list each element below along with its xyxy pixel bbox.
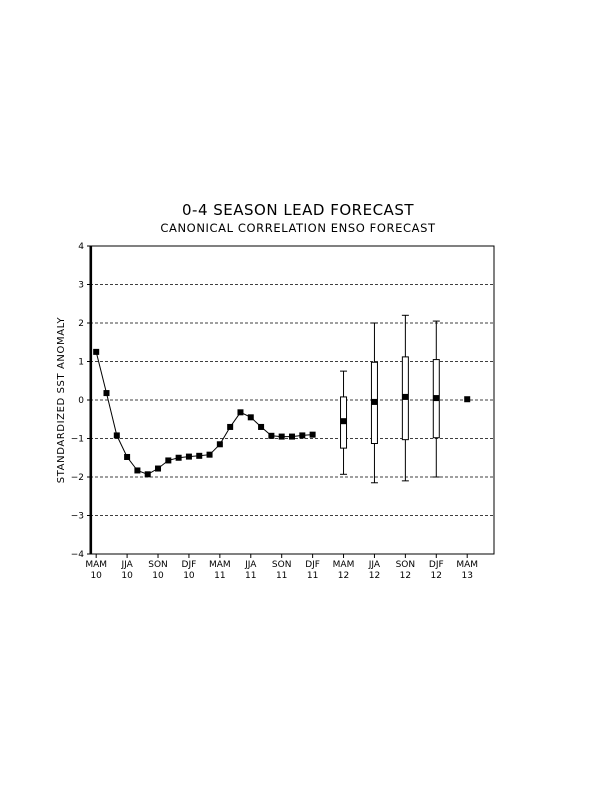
observed-point xyxy=(237,409,244,416)
forecast-median-marker xyxy=(464,396,471,403)
observed-point xyxy=(299,432,306,439)
x-tick-season-label: SON xyxy=(148,560,168,570)
observed-point xyxy=(175,454,182,461)
x-tick-season-label: JJA xyxy=(244,560,257,570)
x-tick-season-label: SON xyxy=(396,560,416,570)
x-tick-year-label: 10 xyxy=(183,571,195,581)
y-tick-label: −3 xyxy=(71,512,84,522)
observed-point xyxy=(309,431,316,438)
y-tick-label: 3 xyxy=(78,281,84,291)
x-tick-season-label: DJF xyxy=(182,560,197,570)
y-tick-label: 1 xyxy=(78,358,84,368)
x-tick-season-label: DJF xyxy=(429,560,444,570)
x-tick-year-label: 12 xyxy=(400,571,411,581)
y-tick-label: −1 xyxy=(71,435,84,445)
observed-point xyxy=(206,451,213,458)
observed-point xyxy=(155,465,162,472)
observed-point xyxy=(258,423,265,430)
y-tick-label: 2 xyxy=(78,319,84,329)
x-tick-season-label: MAM xyxy=(456,560,478,570)
x-tick-year-label: 11 xyxy=(214,571,225,581)
x-tick-year-label: 11 xyxy=(276,571,287,581)
forecast-median-marker xyxy=(433,395,440,402)
x-tick-season-label: JJA xyxy=(368,560,381,570)
x-tick-season-label: MAM xyxy=(333,560,355,570)
observed-point xyxy=(278,433,285,440)
x-tick-year-label: 12 xyxy=(338,571,349,581)
y-tick-label: −4 xyxy=(71,550,85,560)
x-tick-season-label: MAM xyxy=(209,560,231,570)
observed-point xyxy=(124,453,131,460)
x-tick-year-label: 11 xyxy=(307,571,318,581)
chart-subtitle: CANONICAL CORRELATION ENSO FORECAST xyxy=(160,221,436,235)
x-axis-ticks: MAM10JJA10SON10DJF10MAM11JJA11SON11DJF11… xyxy=(85,554,478,581)
observed-point xyxy=(289,433,295,440)
observed-series xyxy=(93,348,316,478)
x-tick-season-label: SON xyxy=(272,560,292,570)
y-axis-ticks: −4 −3 −2 −1 0 1 2 3 4 xyxy=(71,242,90,560)
x-tick-season-label: DJF xyxy=(305,560,320,570)
x-tick-year-label: 12 xyxy=(431,571,442,581)
x-tick-season-label: JJA xyxy=(120,560,133,570)
y-tick-label: −2 xyxy=(71,473,84,483)
x-tick-year-label: 11 xyxy=(245,571,256,581)
observed-line xyxy=(95,351,313,475)
y-tick-label: 0 xyxy=(78,396,84,406)
observed-point xyxy=(165,457,172,464)
observed-point xyxy=(216,441,223,448)
x-tick-season-label: MAM xyxy=(85,560,107,570)
observed-point xyxy=(247,414,254,421)
observed-point xyxy=(103,390,110,397)
observed-point xyxy=(227,423,234,430)
x-tick-year-label: 10 xyxy=(121,571,133,581)
x-tick-year-label: 10 xyxy=(90,571,102,581)
observed-point xyxy=(113,432,120,439)
y-tick-label: 4 xyxy=(78,242,84,252)
observed-point xyxy=(144,471,151,478)
x-tick-year-label: 10 xyxy=(152,571,164,581)
forecast-median-marker xyxy=(402,393,409,400)
y-axis-label: STANDARDIZED SST ANOMALY xyxy=(56,317,67,484)
observed-point xyxy=(268,432,275,439)
forecast-median-marker xyxy=(371,398,378,405)
x-tick-year-label: 13 xyxy=(461,571,472,581)
observed-point xyxy=(185,453,192,460)
observed-point xyxy=(196,452,203,459)
chart-title: 0-4 SEASON LEAD FORECAST xyxy=(182,201,414,219)
forecast-boxplots xyxy=(340,314,471,484)
forecast-median-marker xyxy=(340,418,347,425)
x-tick-year-label: 12 xyxy=(369,571,380,581)
observed-point xyxy=(134,467,141,474)
observed-point xyxy=(93,348,100,355)
